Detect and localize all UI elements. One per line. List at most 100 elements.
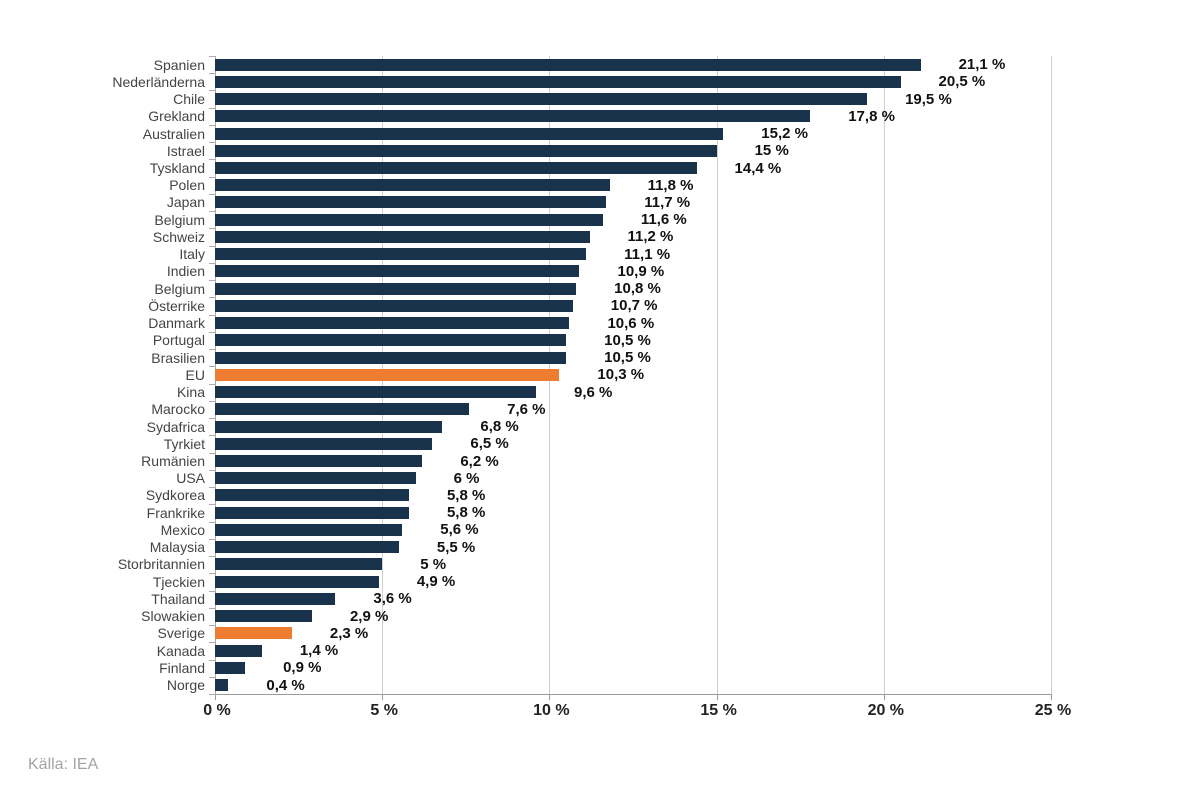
- value-label: 11,6 %: [640, 211, 687, 229]
- category-label: Istrael: [166, 142, 205, 159]
- category-label: Indien: [166, 263, 205, 280]
- category-label: Italy: [179, 246, 205, 263]
- category-label: Marocko: [151, 401, 205, 418]
- y-axis-tick: [209, 228, 215, 229]
- bar: [215, 110, 811, 123]
- value-label: 14,4 %: [734, 159, 782, 177]
- y-axis-tick: [209, 556, 215, 557]
- category-label: Malaysia: [149, 539, 205, 556]
- y-axis-tick: [209, 125, 215, 126]
- bar: [215, 334, 567, 347]
- y-axis-tick: [209, 73, 215, 74]
- category-label: Tjeckien: [152, 573, 205, 590]
- y-axis-tick: [209, 349, 215, 350]
- x-axis-tick: [883, 695, 885, 700]
- bar-row: Sydafrica 6,8 %: [0, 418, 1200, 435]
- bar: [215, 127, 724, 140]
- gridline: [1051, 56, 1052, 694]
- category-label: Japan: [166, 194, 205, 211]
- value-label: 6,2 %: [460, 452, 499, 470]
- value-label: 19,5 %: [905, 90, 952, 108]
- value-label: 11,8 %: [647, 176, 694, 194]
- value-label: 2,3 %: [329, 624, 369, 642]
- value-label: 10,3 %: [597, 366, 645, 384]
- category-label: Belgium: [154, 280, 205, 297]
- bar-row: EU 10,3 %: [0, 366, 1200, 383]
- value-label: 7,6 %: [507, 400, 546, 418]
- y-axis-tick: [209, 332, 215, 333]
- bar: [215, 265, 580, 278]
- category-label: Grekland: [148, 108, 205, 125]
- y-axis-tick: [209, 297, 215, 298]
- category-label: Storbritannien: [117, 556, 205, 573]
- category-label: Kanada: [156, 642, 205, 659]
- bar-row: Mexico 5,6 %: [0, 521, 1200, 538]
- value-label: 11,2 %: [627, 228, 674, 246]
- bar-row: Sydkorea 5,8 %: [0, 487, 1200, 504]
- bar-highlighted: [215, 368, 560, 381]
- x-axis-tick: [716, 695, 718, 700]
- y-axis-tick: [209, 90, 215, 91]
- value-label: 9,6 %: [574, 383, 613, 401]
- category-label: Polen: [169, 177, 205, 194]
- value-label: 6 %: [453, 469, 480, 487]
- x-axis-tick-label: 5 %: [370, 702, 398, 719]
- bar-row: Japan 11,7 %: [0, 194, 1200, 211]
- y-axis-tick: [209, 470, 215, 471]
- y-axis-tick: [209, 625, 215, 626]
- value-label: 11,7 %: [644, 193, 691, 211]
- bar: [215, 230, 590, 243]
- bar-row: Tjeckien 4,9 %: [0, 573, 1200, 590]
- bar-row: Portugal 10,5 %: [0, 332, 1200, 349]
- x-axis-tick: [382, 695, 384, 700]
- value-label: 5,8 %: [446, 486, 486, 504]
- bar-row: Slowakien 2,9 %: [0, 608, 1200, 625]
- y-axis-tick: [209, 694, 215, 695]
- value-label: 10,5 %: [604, 331, 651, 349]
- y-axis-tick: [209, 366, 215, 367]
- bar: [215, 162, 697, 175]
- category-label: Sydkorea: [145, 487, 205, 504]
- bar-highlighted: [215, 627, 292, 640]
- bar: [215, 558, 383, 571]
- y-axis-tick: [209, 56, 215, 57]
- bar-row: Sverige 2,3 %: [0, 625, 1200, 642]
- bar: [215, 351, 567, 364]
- value-label: 4,9 %: [416, 573, 456, 591]
- y-axis-tick: [209, 263, 215, 264]
- y-axis-tick: [209, 487, 215, 488]
- y-axis-tick: [209, 280, 215, 281]
- y-axis-tick: [209, 591, 215, 592]
- y-axis-tick: [209, 608, 215, 609]
- category-label: Mexico: [160, 521, 205, 538]
- bar-row: Brasilien 10,5 %: [0, 349, 1200, 366]
- category-label: Belgium: [154, 211, 205, 228]
- category-label: Schweiz: [152, 228, 205, 245]
- x-axis-tick: [1051, 695, 1052, 700]
- bar-row: Istrael 15 %: [0, 142, 1200, 159]
- y-axis-tick: [209, 435, 215, 436]
- bar-row: Spanien 21,1 %: [0, 56, 1200, 73]
- y-axis-tick: [209, 142, 215, 143]
- bar: [215, 489, 409, 502]
- bar: [215, 455, 423, 467]
- bar: [215, 299, 573, 312]
- category-label: Australien: [142, 125, 205, 142]
- category-label: Tyskland: [149, 160, 205, 177]
- category-label: Portugal: [152, 332, 205, 349]
- bar: [215, 386, 537, 399]
- bar-row: Thailand 3,6 %: [0, 590, 1200, 607]
- value-label: 5,8 %: [446, 504, 486, 522]
- bar: [215, 248, 587, 261]
- bar-row: Malaysia 5,5 %: [0, 539, 1200, 556]
- value-label: 5,5 %: [436, 538, 476, 556]
- value-label: 6,5 %: [470, 435, 509, 453]
- category-label: Rumänien: [141, 453, 205, 469]
- x-axis-tick-label: 10 %: [533, 702, 570, 719]
- value-label: 6,8 %: [480, 418, 519, 436]
- value-label: 17,8 %: [848, 107, 895, 125]
- x-axis-tick: [549, 695, 551, 700]
- bar: [215, 437, 433, 450]
- y-axis-tick: [209, 108, 215, 109]
- y-axis-tick: [209, 660, 215, 661]
